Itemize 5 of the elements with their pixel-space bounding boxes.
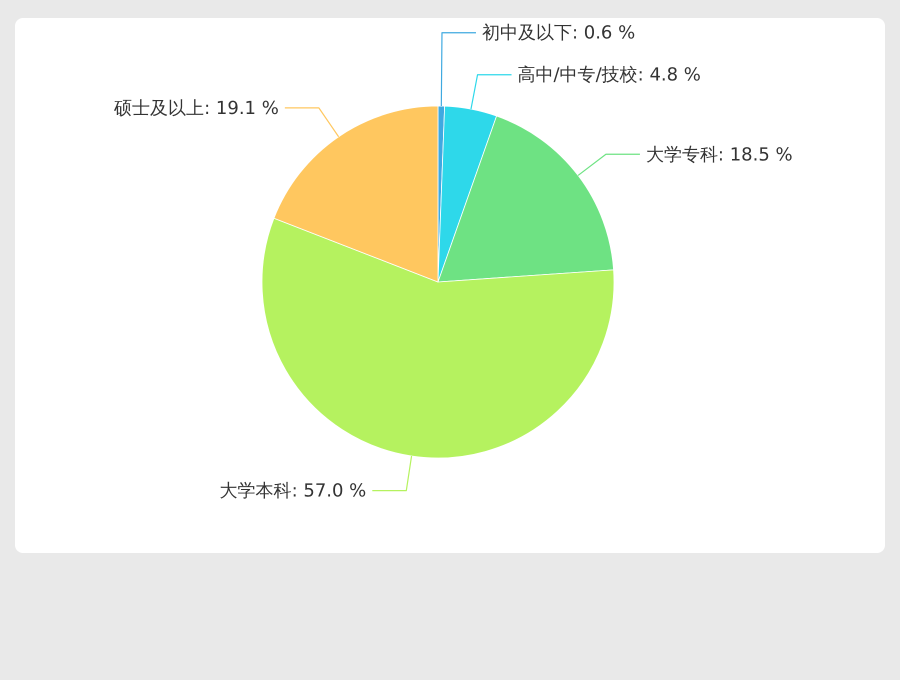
slice-label: 大学专科: 18.5 % bbox=[646, 144, 793, 166]
slice-label: 硕士及以上: 19.1 % bbox=[113, 98, 279, 119]
slice-label: 大学本科: 57.0 % bbox=[220, 480, 366, 502]
slice-label: 高中/中专/技校: 4.8 % bbox=[518, 64, 701, 86]
slice-label: 初中及以下: 0.6 % bbox=[482, 22, 636, 44]
